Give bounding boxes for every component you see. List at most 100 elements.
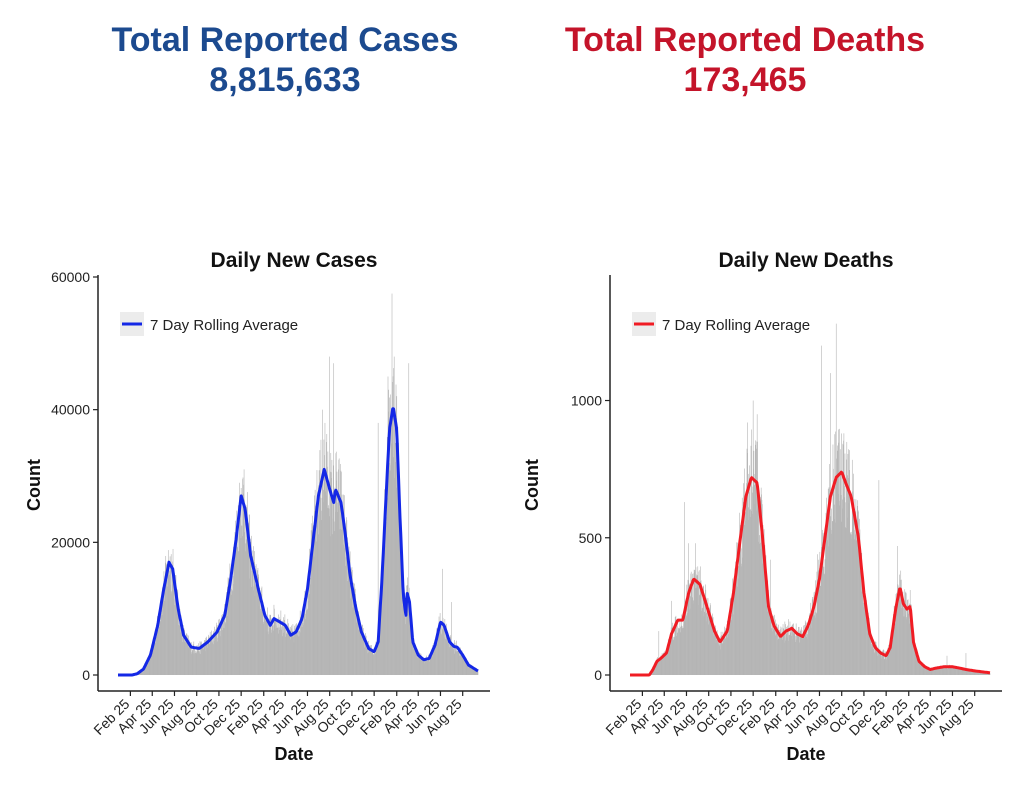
bar: [190, 643, 192, 675]
bar: [861, 588, 863, 675]
bar: [815, 613, 817, 675]
bar: [920, 665, 922, 675]
bar: [735, 561, 736, 675]
bar: [223, 620, 224, 675]
bar: [679, 632, 681, 675]
bar: [653, 669, 654, 675]
bar: [458, 650, 459, 675]
bar: [169, 574, 171, 675]
bar: [921, 663, 922, 675]
bar: [782, 624, 784, 675]
bar: [948, 664, 950, 675]
bar: [201, 644, 203, 675]
bar: [804, 624, 805, 675]
bar: [169, 570, 170, 675]
bar: [279, 629, 281, 675]
bar: [720, 649, 721, 675]
bar: [384, 555, 385, 675]
bar: [212, 642, 214, 675]
bar: [717, 642, 718, 675]
bar: [175, 580, 176, 675]
bar: [871, 643, 873, 675]
bar: [813, 611, 814, 675]
bar: [458, 650, 460, 675]
bar: [221, 630, 223, 675]
bar: [318, 534, 320, 675]
bar: [938, 667, 939, 675]
bar: [252, 564, 253, 675]
bar: [968, 671, 970, 675]
bar: [467, 664, 469, 675]
bar: [878, 650, 880, 675]
bar: [399, 472, 400, 675]
bar: [941, 667, 943, 675]
bar: [353, 582, 354, 675]
bar: [944, 668, 945, 675]
bar: [821, 565, 823, 675]
bar: [689, 583, 691, 675]
bar: [157, 629, 159, 675]
bar: [758, 541, 759, 675]
bar: [401, 573, 402, 675]
bar: [331, 472, 332, 675]
bar: [977, 671, 978, 675]
bar: [942, 666, 943, 675]
bar: [835, 522, 837, 675]
bar: [976, 672, 978, 675]
bar: [886, 655, 887, 675]
bar: [963, 668, 964, 675]
bar: [432, 656, 433, 675]
bar: [470, 664, 472, 675]
bar: [915, 643, 916, 675]
bar: [966, 670, 968, 675]
bar: [768, 589, 769, 675]
bar: [845, 502, 846, 675]
bar: [147, 662, 149, 675]
bar: [328, 508, 330, 675]
bar: [438, 616, 440, 675]
bar: [850, 534, 852, 675]
bar: [693, 573, 695, 675]
bar: [855, 540, 857, 675]
bar: [377, 642, 379, 675]
bar: [882, 651, 883, 675]
bar: [300, 620, 302, 675]
bar: [890, 633, 892, 675]
bar: [773, 621, 775, 675]
bar: [311, 566, 312, 675]
bar: [388, 411, 389, 675]
bar: [819, 574, 821, 675]
bar: [368, 641, 369, 675]
bar: [148, 655, 149, 675]
bar: [853, 473, 854, 675]
bar: [931, 670, 932, 675]
bar: [924, 666, 926, 675]
bar: [708, 612, 709, 675]
bar: [320, 439, 322, 675]
bar: [445, 638, 447, 675]
bar: [401, 550, 403, 675]
bar: [324, 468, 325, 675]
bar: [800, 631, 801, 675]
bar: [466, 664, 468, 675]
bar: [415, 644, 416, 675]
bar: [211, 630, 212, 675]
bar: [417, 650, 419, 675]
bar: [655, 661, 657, 675]
bar: [849, 533, 851, 675]
bar: [953, 665, 955, 675]
bar: [933, 669, 934, 675]
bar: [792, 633, 794, 675]
bar: [677, 627, 679, 675]
bar: [718, 644, 720, 675]
bar: [181, 630, 183, 675]
bar: [451, 602, 452, 675]
bar: [684, 621, 686, 675]
bar: [260, 594, 262, 675]
bar: [736, 561, 737, 675]
bar: [853, 498, 855, 675]
bar: [359, 622, 361, 675]
bar: [199, 641, 201, 675]
bar: [246, 505, 248, 675]
bar: [238, 551, 239, 675]
